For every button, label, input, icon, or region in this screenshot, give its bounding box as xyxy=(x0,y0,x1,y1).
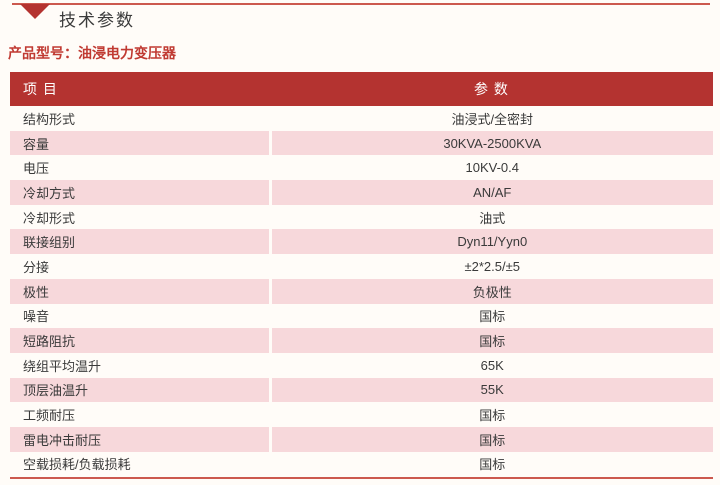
row-param-cell: 国标 xyxy=(268,303,713,329)
spec-table-body: 结构形式 油浸式/全密封 容量 30KVA-2500KVA 电压 10KV-0.4 冷却方式… xyxy=(10,106,713,477)
row-item-cell: 容量 xyxy=(10,130,270,156)
table-header-row: 项 目 参 数 xyxy=(10,72,713,106)
row-item-cell: 冷却形式 xyxy=(23,210,76,226)
table-row: 工频耐压 国标 xyxy=(10,402,713,427)
section-title: 技术参数 xyxy=(59,11,135,30)
row-param-cell: ±2*2.5/±5 xyxy=(268,254,713,279)
triangle-down-icon xyxy=(20,4,50,19)
table-row: 极性 负极性 xyxy=(10,278,713,304)
row-param-cell: 国标 xyxy=(268,402,713,427)
row-param-cell: 55K xyxy=(268,377,713,403)
table-row: 冷却方式 AN/AF xyxy=(10,180,713,205)
table-row: 雷电冲击耐压 国标 xyxy=(10,426,713,452)
table-row: 结构形式 油浸式/全密封 xyxy=(10,106,713,131)
spec-table: 项 目 参 数 结构形式 油浸式/全密封 容量 30KVA-2500KVA 电压 10KV… xyxy=(10,72,713,477)
row-item-cell: 短路阻抗 xyxy=(10,328,270,353)
row-param-cell: 国标 xyxy=(268,426,713,452)
row-item-cell: 结构形式 xyxy=(23,111,76,127)
row-item-cell: 分接 xyxy=(23,259,50,275)
row-item-cell: 工频耐压 xyxy=(23,408,76,424)
row-param-cell: 负极性 xyxy=(268,278,713,304)
bottom-accent-line xyxy=(10,477,713,479)
row-item-cell: 空载损耗/负载损耗 xyxy=(23,457,131,473)
row-param-cell: 油浸式/全密封 xyxy=(268,106,713,131)
table-row: 冷却形式 油式 xyxy=(10,204,713,230)
table-row: 空载损耗/负载损耗 国标 xyxy=(10,451,713,477)
row-param-cell: 国标 xyxy=(268,328,713,353)
table-row: 顶层油温升 55K xyxy=(10,377,713,403)
table-row: 噪音 国标 xyxy=(10,303,713,329)
row-item-cell: 绕组平均温升 xyxy=(23,358,102,374)
row-param-cell: 油式 xyxy=(268,204,713,230)
row-param-cell: 国标 xyxy=(268,451,713,477)
row-item-cell: 联接组别 xyxy=(10,229,270,255)
row-param-cell: AN/AF xyxy=(268,180,713,205)
table-row: 分接 ±2*2.5/±5 xyxy=(10,254,713,279)
top-accent-line xyxy=(12,3,710,5)
column-header-item: 项 目 xyxy=(10,72,270,106)
row-item-cell: 电压 xyxy=(23,161,50,177)
row-param-cell: 65K xyxy=(268,352,713,378)
row-param-cell: Dyn11/Yyn0 xyxy=(268,229,713,255)
product-model-label: 产品型号：油浸电力变压器 xyxy=(8,45,176,61)
table-row: 短路阻抗 国标 xyxy=(10,328,713,353)
row-param-cell: 30KVA-2500KVA xyxy=(268,130,713,156)
row-item-cell: 雷电冲击耐压 xyxy=(10,426,270,452)
row-item-cell: 极性 xyxy=(10,278,270,304)
table-row: 绕组平均温升 65K xyxy=(10,352,713,378)
row-item-cell: 噪音 xyxy=(23,309,50,325)
table-row: 电压 10KV-0.4 xyxy=(10,155,713,181)
table-row: 联接组别 Dyn11/Yyn0 xyxy=(10,229,713,255)
column-header-param: 参 数 xyxy=(270,72,713,106)
row-item-cell: 冷却方式 xyxy=(10,180,270,205)
table-row: 容量 30KVA-2500KVA xyxy=(10,130,713,156)
row-item-cell: 顶层油温升 xyxy=(10,377,270,403)
row-param-cell: 10KV-0.4 xyxy=(268,155,713,181)
